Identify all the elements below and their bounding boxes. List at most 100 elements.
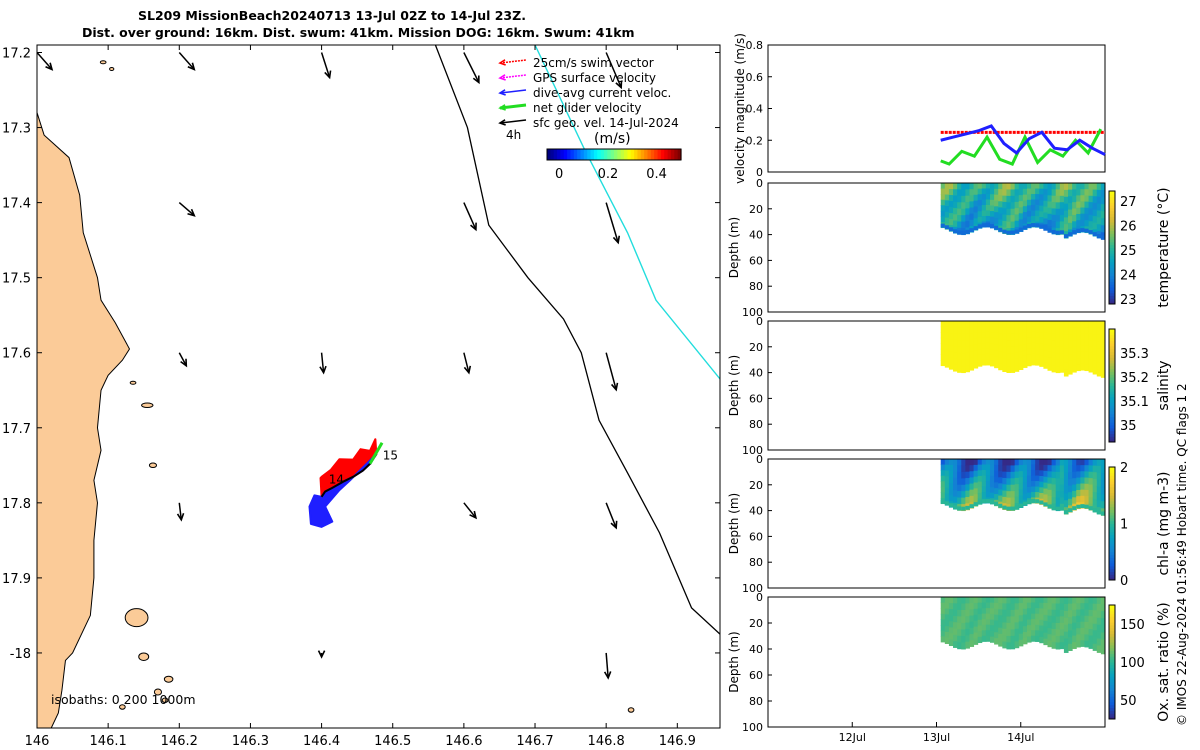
section-cell [1002,339,1007,347]
colorbar-swatch [1109,509,1115,513]
colorbar-swatch [650,149,655,160]
section-cell [1088,195,1094,203]
colorbar-swatch [1109,699,1115,703]
colorbar-swatch [1109,656,1115,660]
colorbar-swatch [1109,642,1115,646]
colorbar-swatch [1109,354,1115,358]
section-cell [953,201,958,209]
section-cell [948,633,954,640]
section-cell [1014,484,1020,491]
section-cell [973,338,979,346]
section-cell [1096,189,1102,198]
section-cell [1018,207,1024,214]
section-cell [1088,346,1094,354]
geo-velocity-arrowhead [610,382,619,392]
section-cell [965,346,970,354]
section-cell [1100,604,1106,612]
colorbar-swatch [1109,565,1115,570]
section-cell [953,189,958,197]
section-cell [1068,216,1073,224]
section-cell [1055,183,1061,190]
section-cell [953,327,958,335]
section-cell [957,189,962,197]
colorbar-swatch [1109,506,1115,510]
section-cell [1031,353,1036,360]
colorbar-swatch [1109,633,1115,637]
section-cell [1076,609,1081,617]
section-cell [944,217,950,224]
section-cell [1084,321,1090,328]
section-cell [948,363,954,370]
section-cell [981,332,987,339]
geo-velocity-vector [463,202,477,230]
section-cell [1068,196,1073,204]
section-cell [973,464,979,472]
section-cell [1084,634,1090,642]
colorbar-swatch [1109,557,1115,561]
section-cell [1072,506,1077,511]
section-cell [940,348,946,355]
section-cell [998,227,1003,232]
section-cell [1088,340,1094,348]
colorbar-tick-label: 25 [1120,244,1137,259]
section-cell [953,364,958,372]
section-cell [1022,620,1028,627]
colorbar-swatch [1109,343,1115,347]
section-cell [1055,616,1061,624]
section-cell [1092,485,1098,493]
section-cell [948,357,954,364]
section-cell [1010,327,1016,335]
section-cell [1047,321,1053,328]
section-cell [1084,489,1090,497]
section-cell [961,346,966,354]
section-cell [1084,465,1090,472]
section-cell [1031,499,1036,503]
section-cell [1059,491,1065,498]
section-cell [1100,363,1106,371]
y-tick-label: 17.7 [2,422,31,437]
section-cell [1043,614,1048,622]
y-tick-label: 0.8 [746,39,764,52]
section-cell [1080,201,1085,209]
legend-line [499,89,527,94]
section-cell [1063,510,1069,515]
section-cell [944,620,950,627]
section-cell [1047,183,1053,190]
section-cell [1096,334,1102,343]
colorbar-swatch [1109,270,1115,274]
velocity-ylabel: velocity magnitude (m/s) [733,33,747,184]
section-cell [989,349,995,356]
section-cell [940,486,946,493]
y-tick-label: 0.4 [746,103,764,116]
section-cell [989,613,995,621]
section-cell [1035,343,1040,350]
section-cell [1063,321,1069,329]
section-cell [940,459,946,466]
section-cell [1068,202,1073,211]
section-cell [1047,327,1053,334]
colorbar-swatch [1109,351,1115,355]
section-cell [1096,603,1102,612]
section-cell [1018,627,1024,635]
colorbar-label: chl-a (mg m-3) [1156,471,1172,575]
section-cell [1072,609,1077,617]
section-cell [1100,370,1106,378]
section-cell [989,354,995,361]
section-cell [969,597,975,604]
section-cell [1039,217,1044,224]
section-cell [1063,631,1069,640]
section-cell [953,496,958,504]
section-cell [944,355,950,362]
section-cell [998,621,1003,629]
section-cell [1035,348,1040,355]
section-cell [1051,189,1057,197]
section-cell [953,214,958,222]
section-cell [1072,642,1077,649]
section-cell [1096,234,1102,238]
section-cell [1039,200,1044,207]
section-cell [965,635,970,643]
section-cell [953,603,958,611]
y-tick-label: 0 [756,177,763,190]
section-cell [977,188,983,195]
section-cell [994,464,999,472]
